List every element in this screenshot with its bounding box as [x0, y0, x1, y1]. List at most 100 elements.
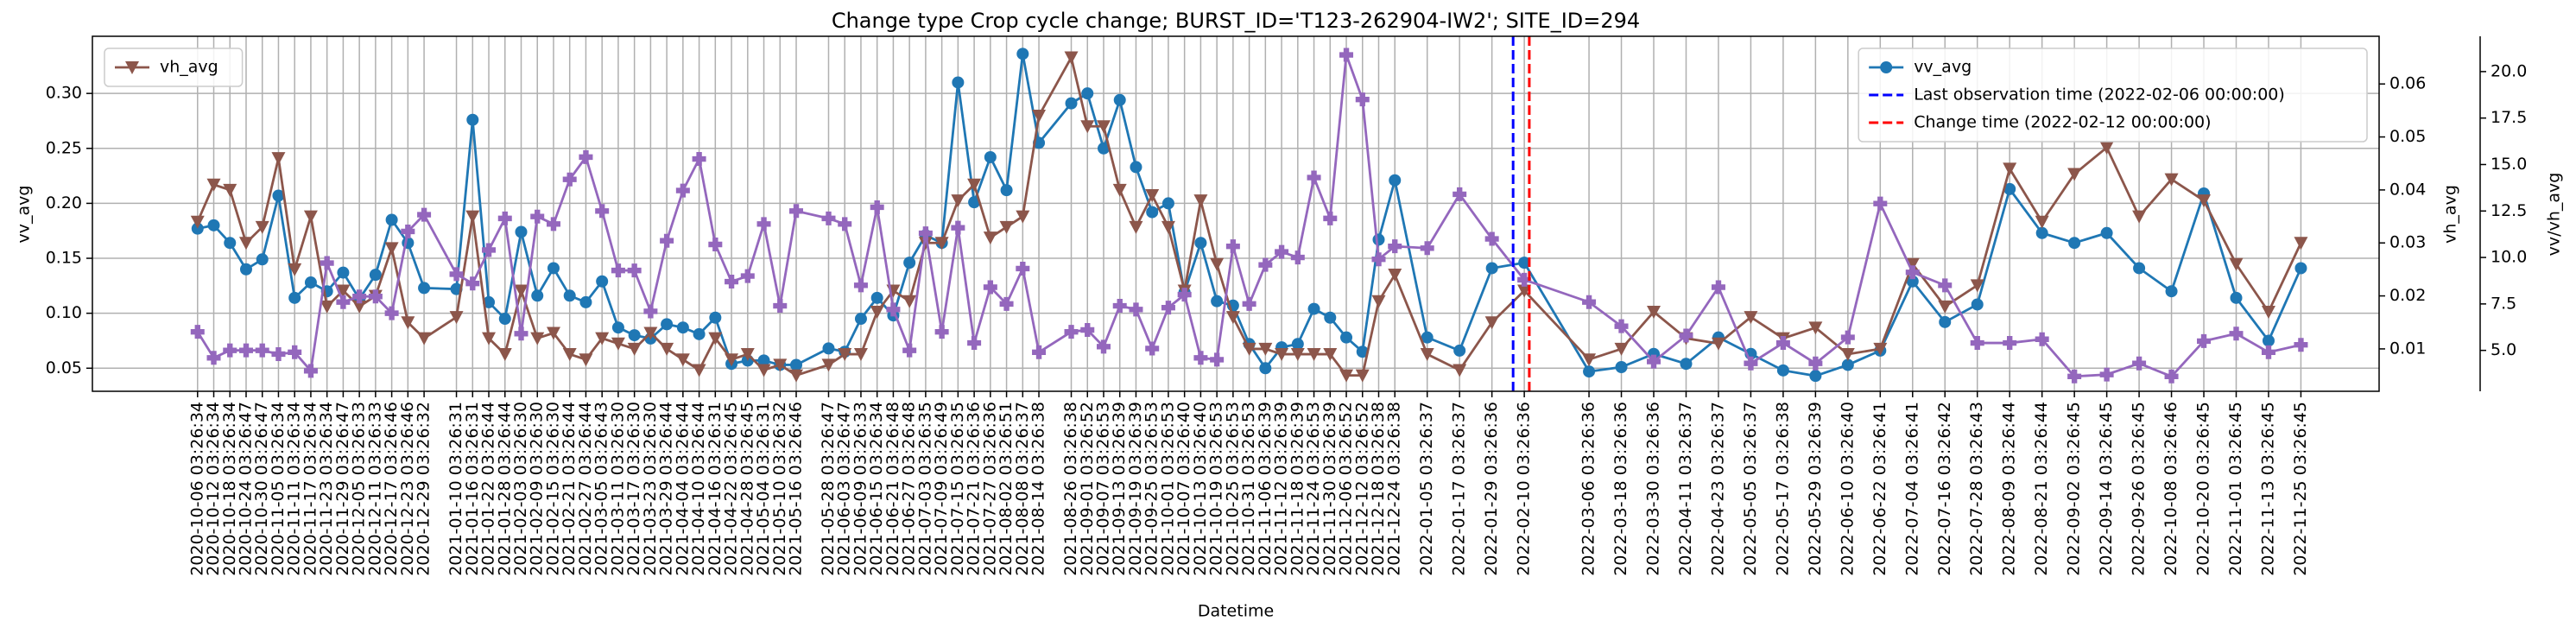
x-tick-label: 2021-01-10 03:26:31 — [446, 402, 465, 576]
data-point — [497, 211, 512, 225]
x-tick-label: 2021-10-31 03:26:53 — [1239, 402, 1258, 576]
data-point — [238, 343, 253, 358]
x-tick-label: 2021-07-21 03:26:36 — [965, 402, 984, 576]
x-tick-label: 2021-01-28 03:26:44 — [495, 402, 514, 576]
x-tick-label: 2021-07-15 03:26:35 — [948, 402, 967, 576]
data-point — [595, 332, 610, 346]
data-point — [238, 237, 253, 250]
data-point — [1808, 321, 1823, 335]
x-tick-label: 2020-10-12 03:26:34 — [204, 402, 223, 576]
data-point — [838, 217, 852, 231]
data-point — [303, 210, 318, 224]
data-point — [2099, 141, 2114, 155]
x-tick-label: 2022-07-04 03:26:41 — [1902, 402, 1921, 576]
x-tick-label: 2021-06-03 03:26:47 — [835, 402, 854, 576]
data-point — [1275, 244, 1289, 259]
x-tick-label: 2021-06-21 03:26:48 — [883, 402, 902, 576]
data-point — [918, 237, 933, 250]
legend-label: vv_avg — [1914, 58, 1972, 77]
data-point — [190, 325, 205, 339]
x-tick-label: 2021-04-16 03:26:31 — [706, 402, 725, 576]
data-point — [1065, 97, 1078, 110]
data-point — [1614, 319, 1629, 333]
data-point — [968, 196, 981, 209]
data-point — [611, 263, 625, 278]
data-point — [967, 336, 982, 351]
data-point — [1016, 210, 1030, 224]
data-point — [1113, 93, 1126, 106]
data-point — [1453, 187, 1467, 201]
x-tick-label: 2021-11-06 03:26:39 — [1256, 402, 1275, 576]
legend-box — [104, 48, 244, 87]
data-point — [1517, 272, 1532, 287]
y-tick-label: 0.05 — [46, 358, 82, 377]
x-tick-label: 2021-12-18 03:26:38 — [1369, 402, 1388, 576]
legend-label: vh_avg — [160, 58, 218, 77]
x-tick-label: 2021-11-18 03:26:39 — [1288, 402, 1307, 576]
data-point — [2067, 369, 2082, 384]
data-point — [1000, 184, 1013, 197]
x-tick-label: 2021-11-24 03:26:53 — [1304, 402, 1323, 576]
data-point — [1355, 92, 1370, 107]
data-point — [708, 238, 723, 252]
data-point — [385, 213, 398, 226]
data-point — [627, 263, 642, 278]
data-point — [1193, 351, 1208, 365]
x-tick-label: 2020-12-05 03:26:33 — [350, 402, 369, 576]
data-point — [1016, 48, 1029, 60]
data-point — [223, 183, 237, 197]
data-point — [1032, 345, 1047, 359]
data-point — [2132, 210, 2147, 224]
data-point — [1873, 342, 1888, 356]
data-point — [1582, 295, 1597, 309]
x-tick-label: 2022-10-20 03:26:45 — [2194, 402, 2213, 576]
x-tick-label: 2022-03-30 03:26:36 — [1644, 402, 1663, 576]
data-point — [952, 76, 965, 89]
data-point — [757, 354, 770, 367]
data-point — [1420, 348, 1434, 362]
data-point — [206, 351, 221, 365]
x-tick-label: 2020-11-29 03:26:47 — [333, 402, 352, 576]
data-point — [773, 358, 788, 372]
data-point — [255, 343, 269, 358]
x-tick-label: 2020-11-11 03:26:34 — [285, 402, 304, 576]
x-tick-label: 2021-05-28 03:26:47 — [819, 402, 838, 576]
data-point — [1225, 311, 1240, 325]
x-tick-label: 2022-11-01 03:26:45 — [2226, 402, 2245, 576]
x-tick-label: 2021-09-01 03:26:52 — [1078, 402, 1097, 576]
data-point — [2261, 345, 2275, 359]
x-tick-label: 2022-05-05 03:26:37 — [1741, 402, 1760, 576]
data-point — [1307, 302, 1320, 315]
x-tick-label: 2021-01-16 03:26:31 — [463, 402, 482, 576]
data-point — [676, 321, 689, 334]
data-point — [336, 295, 351, 309]
data-point — [2132, 356, 2147, 371]
data-point — [1129, 220, 1143, 234]
data-point — [1680, 358, 1693, 371]
data-point — [1873, 196, 1888, 211]
data-point — [1291, 338, 1304, 351]
data-point — [1129, 302, 1143, 317]
data-point — [1971, 298, 1984, 311]
y2-tick-label: 0.05 — [2389, 127, 2426, 146]
data-point — [1290, 250, 1305, 265]
data-point — [1744, 311, 1758, 325]
data-point — [821, 211, 836, 225]
data-point — [725, 353, 739, 367]
data-point — [1939, 315, 1952, 328]
data-point — [514, 327, 528, 341]
data-point — [1145, 341, 1160, 356]
data-point — [1711, 280, 1725, 295]
y2-axis-label: vh_avg — [2441, 185, 2460, 244]
y2-tick-label: 0.04 — [2389, 180, 2426, 199]
data-point — [418, 282, 431, 295]
data-point — [2294, 262, 2307, 275]
data-point — [2164, 173, 2179, 187]
x-tick-label: 2021-03-23 03:26:30 — [641, 402, 660, 576]
data-point — [983, 231, 997, 245]
data-point — [967, 178, 982, 192]
data-point — [870, 305, 884, 319]
x-tick-label: 2021-10-01 03:26:53 — [1158, 402, 1177, 576]
data-point — [1130, 161, 1142, 174]
x-tick-label: 2021-03-11 03:26:30 — [608, 402, 627, 576]
